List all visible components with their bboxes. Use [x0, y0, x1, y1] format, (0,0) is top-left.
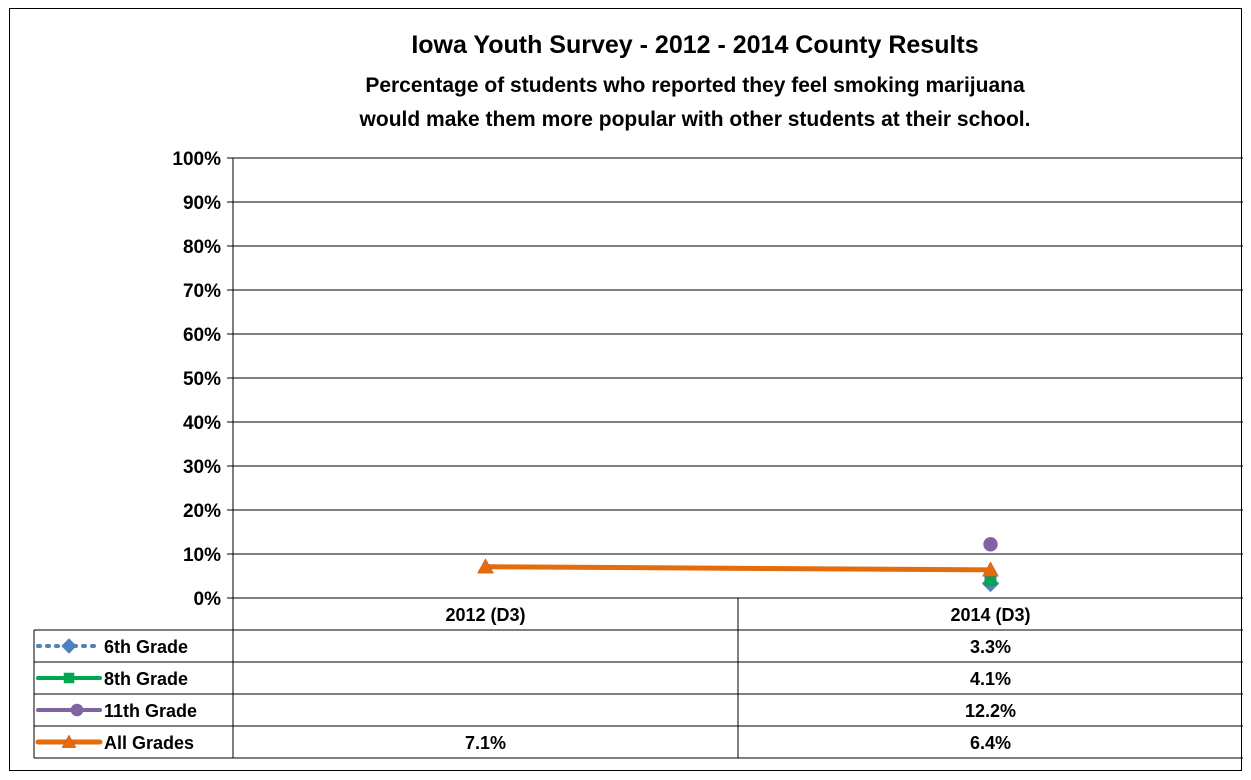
- y-tick-label: 10%: [183, 545, 221, 566]
- data-table-value: 12.2%: [965, 701, 1016, 721]
- data-table-value: 3.3%: [970, 637, 1011, 657]
- legend-label: 11th Grade: [104, 701, 197, 721]
- y-tick-label: 20%: [183, 501, 221, 522]
- y-tick-label: 90%: [183, 193, 221, 214]
- chart-title: Iowa Youth Survey - 2012 - 2014 County R…: [411, 31, 979, 59]
- y-tick-label: 80%: [183, 237, 221, 258]
- legend-key-marker: [61, 638, 77, 654]
- y-tick-label: 40%: [183, 413, 221, 434]
- legend-label: 8th Grade: [104, 669, 188, 689]
- y-tick-label: 100%: [172, 149, 221, 170]
- data-table-value: 6.4%: [970, 733, 1011, 753]
- legend-key-marker: [63, 672, 75, 684]
- x-category-label: 2012 (D3): [445, 605, 525, 625]
- data-table-value: 7.1%: [465, 733, 506, 753]
- y-tick-label: 30%: [183, 457, 221, 478]
- y-tick-label: 60%: [183, 325, 221, 346]
- y-tick-label: 0%: [194, 589, 222, 610]
- legend-label: 6th Grade: [104, 637, 188, 657]
- data-point-marker: [982, 561, 999, 577]
- chart-frame: [9, 8, 1242, 771]
- y-tick-label: 50%: [183, 369, 221, 390]
- chart-subtitle-line-2: would make them more popular with other …: [359, 108, 1031, 131]
- x-category-label: 2014 (D3): [950, 605, 1030, 625]
- y-tick-label: 70%: [183, 281, 221, 302]
- legend-key-marker: [70, 703, 84, 717]
- legend-label: All Grades: [104, 733, 194, 753]
- chart-subtitle-line-1: Percentage of students who reported they…: [365, 74, 1025, 97]
- data-point-marker: [984, 573, 997, 586]
- series-line: [485, 564, 991, 573]
- data-table-value: 4.1%: [970, 669, 1011, 689]
- data-point-marker: [983, 537, 998, 552]
- legend-key-marker: [61, 734, 77, 748]
- data-point-marker: [477, 558, 494, 574]
